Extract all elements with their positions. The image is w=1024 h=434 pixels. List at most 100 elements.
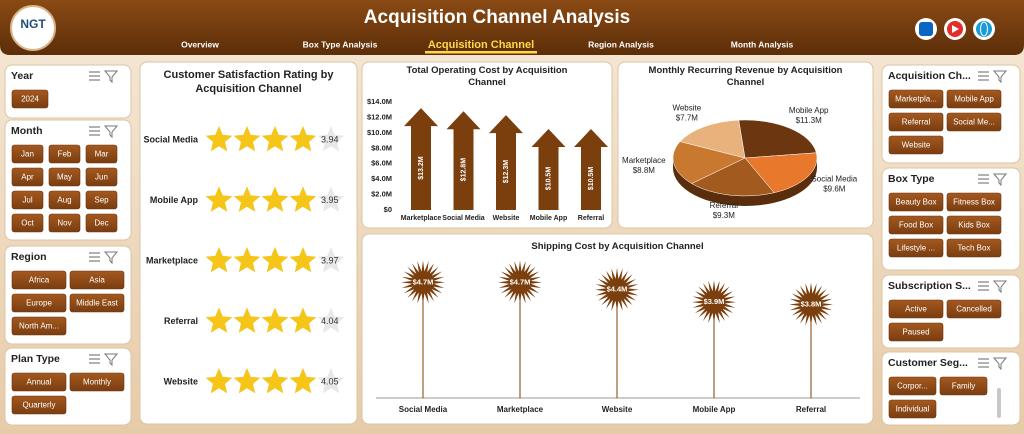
slicer-button[interactable] (11, 89, 49, 109)
slicer-button[interactable] (48, 167, 81, 187)
nav-tab[interactable]: Region Analysis (588, 39, 654, 49)
slicer-button-label[interactable]: Dec (94, 219, 108, 228)
slicer-button-label[interactable]: Individual (896, 405, 930, 414)
slicer-button-label[interactable]: Fitness Box (953, 198, 995, 207)
slicer-button[interactable] (11, 167, 44, 187)
pie-slice (744, 152, 818, 194)
slicer-button-label[interactable]: Paused (902, 328, 929, 337)
star-filled (205, 126, 233, 152)
clear-filter-icon[interactable] (103, 251, 119, 265)
slicer-button-label[interactable]: Jul (22, 196, 32, 205)
slicer-button[interactable] (48, 213, 81, 233)
slicer-button-label[interactable]: Mobile App (954, 95, 994, 104)
slicer-button-label[interactable]: Asia (89, 276, 105, 285)
slicer-button-label[interactable]: 2024 (21, 95, 39, 104)
slicer-button[interactable] (11, 372, 67, 392)
nav-tab[interactable]: Month Analysis (731, 39, 794, 49)
slicer-button[interactable] (85, 167, 118, 187)
slicer-button-label[interactable]: Africa (29, 276, 50, 285)
slicer-button[interactable] (888, 238, 944, 258)
slicer-button-label[interactable]: Active (905, 305, 927, 314)
slicer-button[interactable] (11, 395, 67, 415)
clear-filter-icon[interactable] (992, 70, 1008, 84)
rating-stars (205, 247, 317, 273)
star-filled (289, 368, 317, 394)
slicer-button-label[interactable]: Food Box (899, 221, 933, 230)
slicer-button[interactable] (888, 112, 944, 132)
slicer-button[interactable] (11, 316, 67, 336)
slicer-button-label[interactable]: Lifestyle ... (897, 244, 935, 253)
slicer-button-label[interactable]: Mar (95, 150, 109, 159)
web-glyph (976, 21, 992, 37)
slicer-button[interactable] (946, 192, 1002, 212)
nav-tab[interactable]: Box Type Analysis (303, 39, 378, 49)
slicer-button-label[interactable]: Quarterly (23, 401, 56, 410)
slicer-button[interactable] (11, 270, 67, 290)
slicer-button-label[interactable]: Social Me... (953, 118, 995, 127)
slicer-button-label[interactable]: Marketpla... (895, 95, 937, 104)
slicer-button[interactable] (888, 399, 937, 419)
slicer-button-label[interactable]: Beauty Box (896, 198, 937, 207)
slicer-button[interactable] (11, 144, 44, 164)
clear-filter-icon[interactable] (992, 280, 1008, 294)
slicer-button-label[interactable]: May (57, 173, 72, 182)
slicer-button[interactable] (69, 372, 125, 392)
slicer-button-label[interactable]: Sep (94, 196, 109, 205)
slicer-button[interactable] (85, 144, 118, 164)
chart-title: Shipping Cost by Acquisition Channel (531, 241, 704, 252)
slicer-button-label[interactable]: Jun (95, 173, 108, 182)
slicer-button[interactable] (888, 299, 944, 319)
slicer-button[interactable] (85, 190, 118, 210)
slicer-button[interactable] (48, 144, 81, 164)
slicer-button[interactable] (946, 238, 1002, 258)
slicer-button-label[interactable]: North Am... (19, 322, 59, 331)
slicer-button-label[interactable]: Corpor... (897, 382, 928, 391)
pie-slice (679, 119, 746, 159)
pie-value-label: $8.8M (633, 166, 656, 175)
slicer-button-label[interactable]: Jan (21, 150, 34, 159)
slicer-button[interactable] (939, 376, 988, 396)
slicer-button-label[interactable]: Family (952, 382, 976, 391)
slicer-button[interactable] (85, 213, 118, 233)
slicer-button[interactable] (888, 192, 944, 212)
slicer-button[interactable] (11, 190, 44, 210)
slicer-button[interactable] (946, 299, 1002, 319)
slicer-button-label[interactable]: Aug (57, 196, 71, 205)
slicer-button-label[interactable]: Kids Box (958, 221, 990, 230)
slicer-button[interactable] (888, 322, 944, 342)
nav-tab[interactable]: Overview (181, 39, 219, 49)
x-tick-label: Social Media (399, 405, 448, 414)
slicer-button[interactable] (946, 89, 1002, 109)
slicer-button[interactable] (48, 190, 81, 210)
slicer-button[interactable] (946, 215, 1002, 235)
slicer-button[interactable] (888, 135, 944, 155)
clear-filter-icon[interactable] (992, 173, 1008, 187)
slicer-button-label[interactable]: Annual (27, 378, 52, 387)
slicer-button[interactable] (69, 293, 125, 313)
value-label: 3.95 (321, 195, 339, 205)
slicer-button[interactable] (888, 89, 944, 109)
slicer-button-label[interactable]: Monthly (83, 378, 111, 387)
slicer-button-label[interactable]: Nov (57, 219, 71, 228)
slicer-button[interactable] (888, 376, 937, 396)
clear-filter-icon[interactable] (103, 353, 119, 367)
slicer-button-label[interactable]: Europe (26, 299, 52, 308)
slicer-button-label[interactable]: Oct (21, 219, 34, 228)
nav-tab[interactable]: Acquisition Channel (428, 39, 534, 51)
clear-filter-icon[interactable] (103, 125, 119, 139)
slicer-button-label[interactable]: Feb (58, 150, 72, 159)
slicer-button-label[interactable]: Cancelled (956, 305, 992, 314)
slicer-button[interactable] (946, 112, 1002, 132)
clear-filter-icon[interactable] (103, 70, 119, 84)
slicer-button[interactable] (888, 215, 944, 235)
slicer-button-label[interactable]: Tech Box (958, 244, 991, 253)
slicer-button-label[interactable]: Apr (21, 173, 34, 182)
slicer-button[interactable] (11, 293, 67, 313)
star-filled (289, 307, 317, 333)
slicer-button[interactable] (11, 213, 44, 233)
slicer-button-label[interactable]: Referral (902, 118, 931, 127)
slicer-button[interactable] (69, 270, 125, 290)
slicer-button-label[interactable]: Middle East (76, 299, 119, 308)
slicer-button-label[interactable]: Website (902, 141, 931, 150)
clear-filter-icon[interactable] (992, 357, 1008, 371)
